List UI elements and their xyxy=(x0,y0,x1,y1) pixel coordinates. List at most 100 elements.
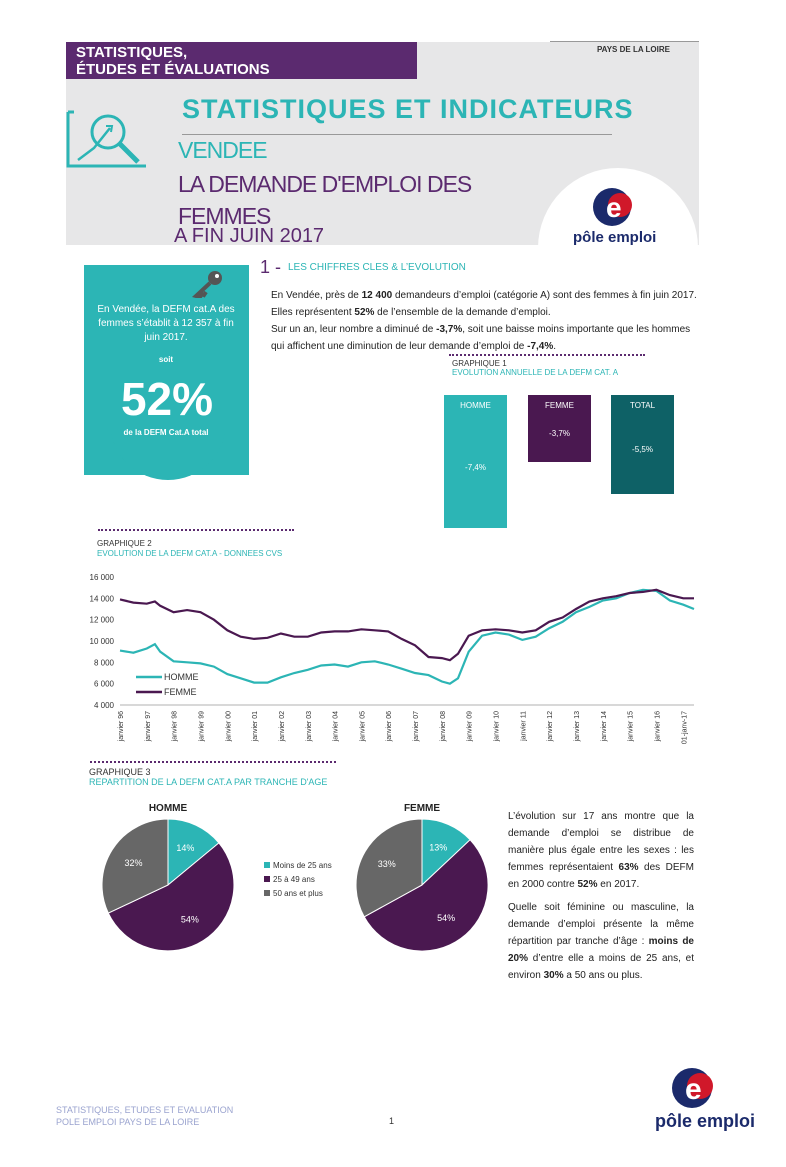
key-icon xyxy=(192,271,222,298)
x-tick-label: janvier 97 xyxy=(145,711,152,742)
graph1-divider xyxy=(449,354,645,356)
graph1-bar-homme: HOMME -7,4% xyxy=(444,395,507,528)
region-divider xyxy=(550,41,699,42)
series-line-homme xyxy=(119,588,695,685)
graph2-divider xyxy=(98,529,294,531)
intro-text: En Vendée, près de 12 400 demandeurs d’e… xyxy=(271,290,697,352)
x-tick-label: janvier 98 xyxy=(172,711,179,742)
pie-legend-label-2: 50 ans et plus xyxy=(273,889,323,898)
series-line-femme xyxy=(119,588,694,662)
pie-label-homme-2: 32% xyxy=(124,858,142,868)
footer-line-2: POLE EMPLOI PAYS DE LA LOIRE xyxy=(56,1117,200,1127)
key-figure-soit: soit xyxy=(158,355,174,364)
graph2-line-chart: 4 000 6 000 8 000 10 000 12 000 14 000 16 000 j… xyxy=(90,573,695,744)
y-tick-label: 12 000 xyxy=(90,616,115,625)
x-tick-label: janvier 05 xyxy=(359,711,366,742)
page-number: 1 xyxy=(389,1116,395,1126)
svg-text:e: e xyxy=(685,1073,702,1106)
graph1-bar-value: -5,5% xyxy=(632,445,653,455)
y-tick-label: 6 000 xyxy=(94,680,115,689)
main-title: STATISTIQUES ET INDICATEURS xyxy=(182,94,634,124)
key-figure-text: En Vendée, la DEFM cat.A des femmes s’ét… xyxy=(97,304,235,343)
graph1-bar-value: -7,4% xyxy=(465,462,486,472)
pie-slice-homme-0 xyxy=(167,818,220,887)
pie-slice-femme-2 xyxy=(355,818,423,918)
x-tick-label: janvier 13 xyxy=(574,711,581,742)
x-tick-label: janvier 02 xyxy=(279,711,286,742)
graph2-title: EVOLUTION DE LA DEFM CAT.A - DONNEES CVS xyxy=(97,549,283,558)
pie-title-femme: FEMME xyxy=(404,803,440,814)
x-tick-label: janvier 11 xyxy=(520,711,527,742)
legend-label-homme: HOMME xyxy=(164,672,199,682)
x-tick-label: janvier 96 xyxy=(118,711,125,742)
graph3-divider xyxy=(90,761,336,763)
graph1-bar-name: TOTAL xyxy=(629,401,656,410)
pie-legend-label-1: 25 à 49 ans xyxy=(273,875,315,884)
pole-emploi-logo-icon: e xyxy=(593,188,632,226)
footer-logo-text: pôle emploi xyxy=(655,1111,756,1131)
x-tick-label: janvier 99 xyxy=(198,711,205,742)
x-tick-label: janvier 14 xyxy=(601,711,608,742)
pie-legend-swatch-0 xyxy=(264,862,270,868)
analysis-text: L’évolution sur 17 ans montre que la dem… xyxy=(508,811,694,981)
y-tick-label: 4 000 xyxy=(94,701,115,710)
tag-line-1: STATISTIQUES, xyxy=(76,44,188,61)
tag-line-2: ÉTUDES ET ÉVALUATIONS xyxy=(76,61,270,78)
pie-label-femme-0: 13% xyxy=(429,842,447,852)
x-tick-label: janvier 12 xyxy=(547,711,554,742)
footer-line-1: STATISTIQUES, ETUDES ET EVALUATION xyxy=(56,1105,234,1115)
x-tick-label: janvier 01 xyxy=(252,711,259,742)
magnifier-chart-icon xyxy=(66,110,146,168)
graph3-pie-charts: HOMME 14% 54% 32% FEMME 13% 54% 33% Moins de 25 … xyxy=(101,803,489,952)
key-figure-percent: 52% xyxy=(120,373,214,425)
pie-title-homme: HOMME xyxy=(149,803,188,814)
section-tag: STATISTIQUES, ÉTUDES ET ÉVALUATIONS xyxy=(66,42,417,79)
graph1-bar-value: -3,7% xyxy=(549,429,570,439)
section-number: 1 - xyxy=(260,257,282,277)
pie-label-femme-2: 33% xyxy=(378,859,396,869)
graph1-bar-name: FEMME xyxy=(545,401,574,410)
x-tick-label: janvier 09 xyxy=(467,711,474,742)
legend-label-femme: FEMME xyxy=(164,687,197,697)
title-divider xyxy=(182,134,612,135)
y-tick-label: 16 000 xyxy=(90,573,115,582)
x-tick-label: janvier 06 xyxy=(386,711,393,742)
graph2-label: GRAPHIQUE 2 xyxy=(97,539,152,548)
x-tick-label: janvier 10 xyxy=(494,711,501,742)
pie-slice-homme-2 xyxy=(101,818,169,914)
x-tick-label: janvier 00 xyxy=(225,711,232,742)
logo-text: pôle emploi xyxy=(573,229,657,246)
graph1-bar-name: HOMME xyxy=(460,401,491,410)
graph1-bar-total: TOTAL -5,5% xyxy=(611,395,674,494)
department-name: VENDEE xyxy=(178,137,268,163)
pie-label-femme-1: 54% xyxy=(437,913,455,923)
pie-label-homme-0: 14% xyxy=(176,843,194,853)
section-title: LES CHIFFRES CLES & L’EVOLUTION xyxy=(288,262,466,273)
pie-slice-homme-1 xyxy=(107,842,235,952)
x-tick-label: janvier 16 xyxy=(654,711,661,742)
y-tick-label: 14 000 xyxy=(90,594,115,603)
x-tick-label: janvier 07 xyxy=(413,711,420,742)
report-date: A FIN JUIN 2017 xyxy=(174,225,325,247)
graph1-bar-femme: FEMME -3,7% xyxy=(528,395,591,462)
pole-emploi-footer-logo-icon: e xyxy=(672,1068,713,1108)
y-tick-label: 8 000 xyxy=(94,658,115,667)
graph3-label: GRAPHIQUE 3 xyxy=(89,767,151,777)
x-tick-label: janvier 15 xyxy=(628,711,635,742)
footer-text: STATISTIQUES, ETUDES ET EVALUATION POLE … xyxy=(56,1104,233,1128)
x-tick-label: janvier 03 xyxy=(306,711,313,742)
key-figure-subtitle: de la DEFM Cat.A total xyxy=(123,428,209,437)
pie-slice-femme-1 xyxy=(363,839,489,952)
region-label: PAYS DE LA LOIRE xyxy=(596,45,670,54)
x-tick-label: janvier 08 xyxy=(440,711,447,742)
graph3-title: REPARTITION DE LA DEFM CAT.A PAR TRANCHE… xyxy=(89,777,328,787)
pie-label-homme-1: 54% xyxy=(181,915,199,925)
y-tick-label: 10 000 xyxy=(90,637,115,646)
graph1-label: GRAPHIQUE 1 xyxy=(452,359,507,368)
graph1-title: EVOLUTION ANNUELLE DE LA DEFM CAT. A xyxy=(452,368,619,377)
x-tick-label: 01-janv-17 xyxy=(681,711,688,744)
x-tick-label: janvier 04 xyxy=(333,711,340,742)
svg-text:e: e xyxy=(606,192,622,223)
pie-legend-label-0: Moins de 25 ans xyxy=(273,861,332,870)
pie-legend-swatch-2 xyxy=(264,890,270,896)
